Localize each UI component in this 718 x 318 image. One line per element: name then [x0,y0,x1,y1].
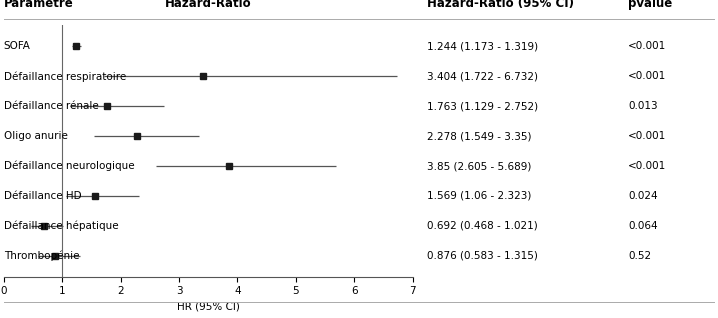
Text: SOFA: SOFA [4,41,30,52]
Text: 3.85 (2.605 - 5.689): 3.85 (2.605 - 5.689) [427,161,531,171]
Text: 0.013: 0.013 [628,101,658,111]
X-axis label: HR (95% CI): HR (95% CI) [177,302,240,312]
Text: 2.278 (1.549 - 3.35): 2.278 (1.549 - 3.35) [427,131,532,141]
Text: pvalue: pvalue [628,0,673,10]
Text: Hazard-Ratio (95% CI): Hazard-Ratio (95% CI) [427,0,574,10]
Text: Hazard-Ratio: Hazard-Ratio [165,0,251,10]
Text: Défaillance HD: Défaillance HD [4,191,81,201]
Text: 0.064: 0.064 [628,221,658,231]
Text: 1.763 (1.129 - 2.752): 1.763 (1.129 - 2.752) [427,101,538,111]
Text: <0.001: <0.001 [628,131,666,141]
Text: 3.404 (1.722 - 6.732): 3.404 (1.722 - 6.732) [427,71,538,81]
Text: 0.876 (0.583 - 1.315): 0.876 (0.583 - 1.315) [427,251,538,261]
Text: 0.024: 0.024 [628,191,658,201]
Text: 0.52: 0.52 [628,251,651,261]
Text: Défaillance neurologique: Défaillance neurologique [4,161,134,171]
Text: Défaillance hépatique: Défaillance hépatique [4,221,118,231]
Text: 1.569 (1.06 - 2.323): 1.569 (1.06 - 2.323) [427,191,531,201]
Text: <0.001: <0.001 [628,71,666,81]
Text: Défaillance rénale: Défaillance rénale [4,101,98,111]
Text: Oligo anurie: Oligo anurie [4,131,67,141]
Text: 1.244 (1.173 - 1.319): 1.244 (1.173 - 1.319) [427,41,538,52]
Text: Thrombopénie: Thrombopénie [4,251,79,261]
Text: <0.001: <0.001 [628,41,666,52]
Text: 0.692 (0.468 - 1.021): 0.692 (0.468 - 1.021) [427,221,538,231]
Text: Paramètre: Paramètre [4,0,73,10]
Text: <0.001: <0.001 [628,161,666,171]
Text: Défaillance respiratoire: Défaillance respiratoire [4,71,126,81]
